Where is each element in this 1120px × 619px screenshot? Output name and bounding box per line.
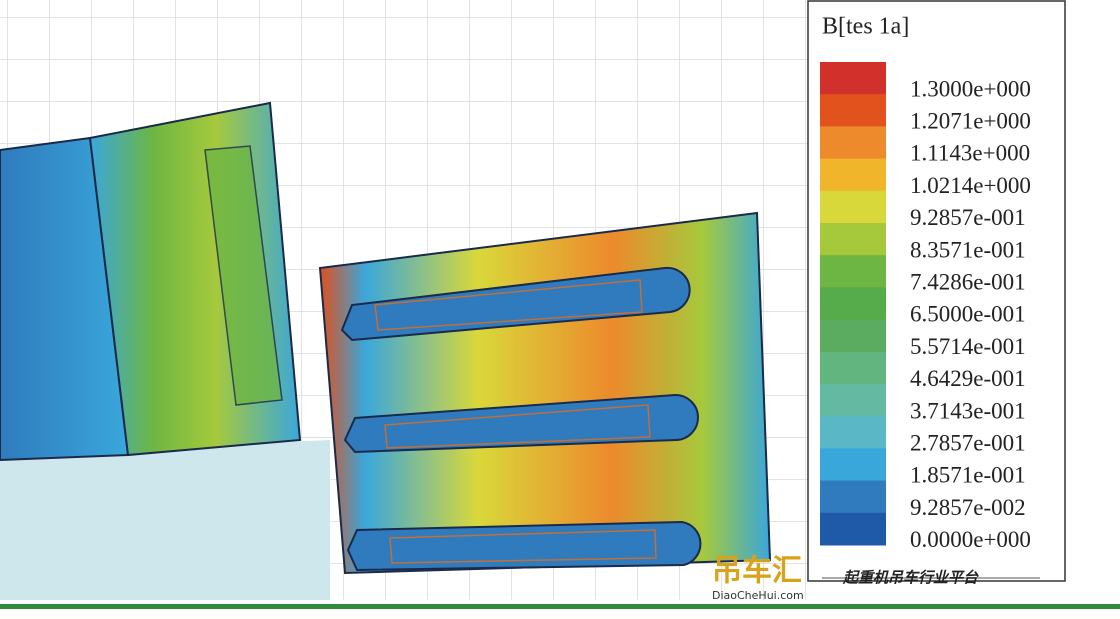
legend-label: 5.5714e-001 — [910, 334, 1026, 359]
watermark-brand: 吊车汇 — [712, 554, 802, 589]
watermark: 吊车汇 DiaoCheHui.com 起重机吊车行业平台 — [712, 554, 1040, 602]
legend-label: 7.4286e-001 — [910, 269, 1026, 294]
legend-swatch — [820, 287, 886, 321]
legend-label: 1.8571e-001 — [910, 463, 1026, 488]
legend-label: 8.3571e-001 — [910, 237, 1026, 262]
legend-swatch — [820, 416, 886, 449]
legend-swatch — [820, 512, 886, 546]
legend-label: 9.2857e-002 — [910, 495, 1026, 520]
legend-label: 6.5000e-001 — [910, 302, 1026, 327]
legend: B[tes 1a] 1.3000e+000 1.2071e+000 1.1143e+… — [807, 0, 1066, 582]
legend-label: 1.2071e+000 — [910, 108, 1031, 133]
legend-swatch — [820, 158, 886, 192]
legend-label: 2.7857e-001 — [910, 430, 1026, 455]
watermark-url: DiaoCheHui.com — [712, 589, 804, 602]
legend-swatch — [820, 255, 886, 288]
legend-swatch — [820, 94, 886, 127]
legend-swatch — [820, 62, 886, 95]
legend-label: 1.3000e+000 — [910, 76, 1031, 101]
legend-label: 3.7143e-001 — [910, 398, 1026, 423]
legend-swatch — [820, 351, 886, 385]
legend-swatch — [820, 448, 886, 482]
legend-swatch — [820, 480, 886, 514]
legend-label: 9.2857e-001 — [910, 205, 1026, 230]
field-plot — [0, 0, 808, 600]
legend-label: 0.0000e+000 — [910, 527, 1031, 552]
legend-swatch — [820, 126, 886, 160]
legend-label: 1.0214e+000 — [910, 173, 1031, 198]
legend-label: 1.1143e+000 — [910, 141, 1030, 166]
legend-swatch — [820, 384, 886, 417]
legend-swatch — [820, 223, 886, 256]
legend-swatch — [820, 190, 886, 224]
legend-swatch — [820, 319, 886, 353]
watermark-slogan: 起重机吊车行业平台 — [842, 569, 979, 587]
legend-label: 4.6429e-001 — [910, 366, 1026, 391]
legend-title: B[tes 1a] — [822, 14, 909, 40]
footer-rule — [0, 604, 1120, 609]
